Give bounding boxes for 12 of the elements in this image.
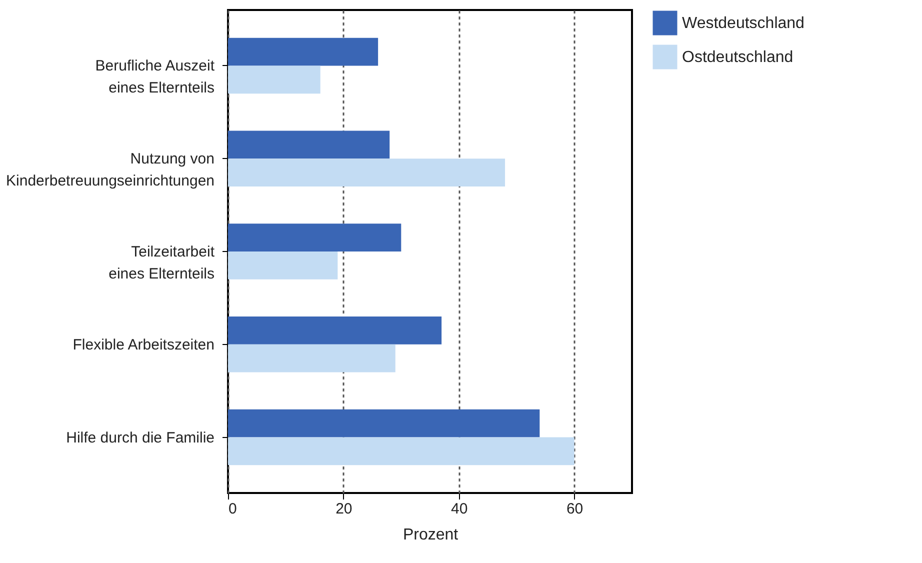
legend-label: Westdeutschland: [682, 15, 804, 32]
y-tick-label: Nutzung von Kinderbetreuungseinrichtungen: [6, 150, 214, 190]
x-tick-label: 40: [451, 500, 468, 518]
x-axis-title: Prozent: [402, 526, 459, 544]
x-tick-label: 60: [566, 500, 584, 518]
y-tick-label: Berufliche Auszeit eines Elternteils: [95, 58, 216, 97]
legend-label: Ostdeutschland: [682, 49, 794, 66]
x-tick-label: 20: [336, 500, 352, 518]
y-tick-label: Flexible Arbeitszeiten: [72, 336, 214, 354]
y-tick-label: Teilzeitarbeit eines Elternteils: [108, 244, 216, 282]
x-tick-label: 0: [228, 500, 237, 518]
y-tick-label: Hilfe durch die Familie: [66, 429, 214, 446]
